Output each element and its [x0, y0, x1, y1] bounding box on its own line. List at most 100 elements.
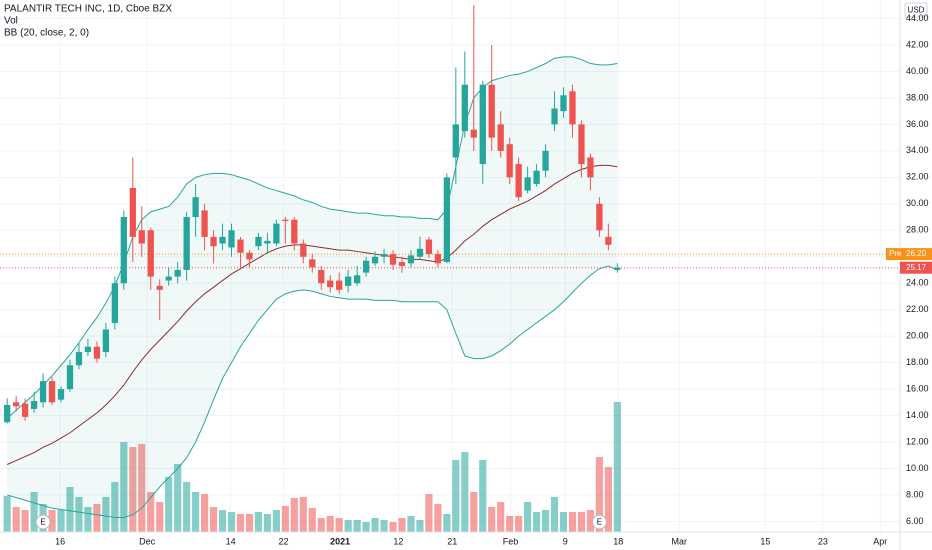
- y-tick-label: 20.00: [906, 331, 929, 341]
- volume-bar: [30, 492, 38, 532]
- candle-body: [102, 329, 110, 353]
- candle-body: [578, 124, 585, 165]
- volume-bar: [317, 518, 325, 532]
- volume-bar: [111, 482, 119, 532]
- volume-bar: [272, 510, 280, 532]
- candle-body: [506, 144, 513, 178]
- y-tick-label: 12.00: [906, 436, 929, 446]
- candle-body: [605, 236, 612, 245]
- candle-body: [569, 91, 576, 125]
- x-tick-label: 22: [279, 536, 289, 546]
- y-tick-label: 8.00: [906, 489, 924, 499]
- candle-body: [246, 252, 253, 260]
- volume-bar: [218, 510, 227, 532]
- candle-body: [497, 124, 504, 151]
- y-tick-label: 6.00: [906, 516, 924, 526]
- candle-body: [147, 230, 154, 277]
- volume-bar: [416, 520, 424, 532]
- candle-body: [587, 157, 594, 178]
- candle-body: [291, 219, 298, 244]
- volume-bar: [263, 514, 271, 532]
- candle-body: [210, 236, 217, 247]
- candle-body: [273, 223, 280, 244]
- candle-body: [156, 285, 163, 290]
- volume-bar: [326, 516, 334, 532]
- candle-body: [300, 243, 307, 257]
- earnings-marker: [35, 514, 51, 530]
- candle-body: [13, 402, 20, 407]
- volume-bar: [308, 508, 316, 532]
- volume-bar: [452, 460, 460, 532]
- candle-body: [21, 403, 29, 417]
- volume-bar: [165, 477, 173, 532]
- volume-bar: [147, 492, 155, 532]
- volume-bar: [236, 514, 245, 532]
- volume-bar: [84, 507, 92, 532]
- y-tick-label: 38.00: [906, 92, 929, 102]
- candle-body: [66, 365, 74, 390]
- candle-body: [57, 389, 65, 400]
- y-tick-label: 10.00: [906, 463, 929, 473]
- currency: USD: [908, 6, 925, 15]
- candle-body: [48, 381, 56, 403]
- volume-bar: [604, 467, 612, 532]
- candle-body: [389, 254, 397, 265]
- last-price-tag: [900, 261, 932, 274]
- volume-bar: [66, 487, 74, 532]
- volume-bar: [407, 516, 415, 532]
- x-tick-label: 21: [447, 536, 457, 546]
- upper-band: [6, 56, 618, 419]
- volume-bar: [281, 506, 289, 532]
- candle-body: [75, 352, 83, 366]
- band-fill: [7, 56, 618, 518]
- volume-bar: [21, 510, 29, 532]
- candle-body: [371, 256, 379, 264]
- candle-body: [479, 84, 486, 165]
- candle-body: [470, 129, 477, 138]
- y-tick-label: 22.00: [906, 304, 929, 314]
- candle-body: [515, 164, 522, 198]
- candle-body: [93, 346, 101, 359]
- candle-body: [255, 236, 262, 247]
- volume-bar: [380, 520, 388, 532]
- candle-body: [380, 254, 388, 257]
- volume-bar: [533, 512, 541, 532]
- volume-label: Vol: [4, 16, 18, 27]
- candle-body: [138, 230, 145, 244]
- candle-body: [443, 177, 450, 263]
- volume-bar: [434, 504, 442, 532]
- volume-bar: [470, 492, 478, 532]
- indicator-label: BB (20, close, 2, 0): [4, 28, 89, 39]
- volume-bar: [174, 464, 182, 532]
- candle-body: [264, 240, 271, 244]
- y-tick-label: 42.00: [906, 39, 929, 49]
- y-tick-label: 32.00: [906, 172, 929, 182]
- volume-bar: [425, 494, 433, 532]
- candle-body: [345, 276, 352, 286]
- volume-bar: [57, 510, 65, 532]
- volume-bar: [479, 460, 487, 532]
- pre-market-tag: [886, 248, 932, 261]
- volume-bar: [362, 522, 370, 532]
- y-tick-label: 30.00: [906, 198, 929, 208]
- candle-body: [282, 219, 289, 222]
- candle-body: [614, 267, 621, 270]
- x-tick-label: 16: [55, 536, 65, 546]
- x-tick-label: Dec: [139, 536, 156, 546]
- volume-bar: [613, 402, 621, 532]
- candle-body: [4, 404, 11, 423]
- volume-bar: [12, 507, 20, 532]
- candle-body: [192, 197, 199, 218]
- candle-body: [30, 400, 38, 409]
- candle-body: [353, 275, 361, 284]
- candle-body: [183, 217, 190, 270]
- volume-bar: [577, 512, 586, 532]
- candle-body: [309, 259, 316, 268]
- volume-bar: [75, 497, 83, 532]
- volume-bar: [559, 512, 568, 532]
- volume-bar: [156, 502, 164, 532]
- candle-body: [237, 239, 244, 253]
- x-tick-label: 15: [760, 536, 770, 546]
